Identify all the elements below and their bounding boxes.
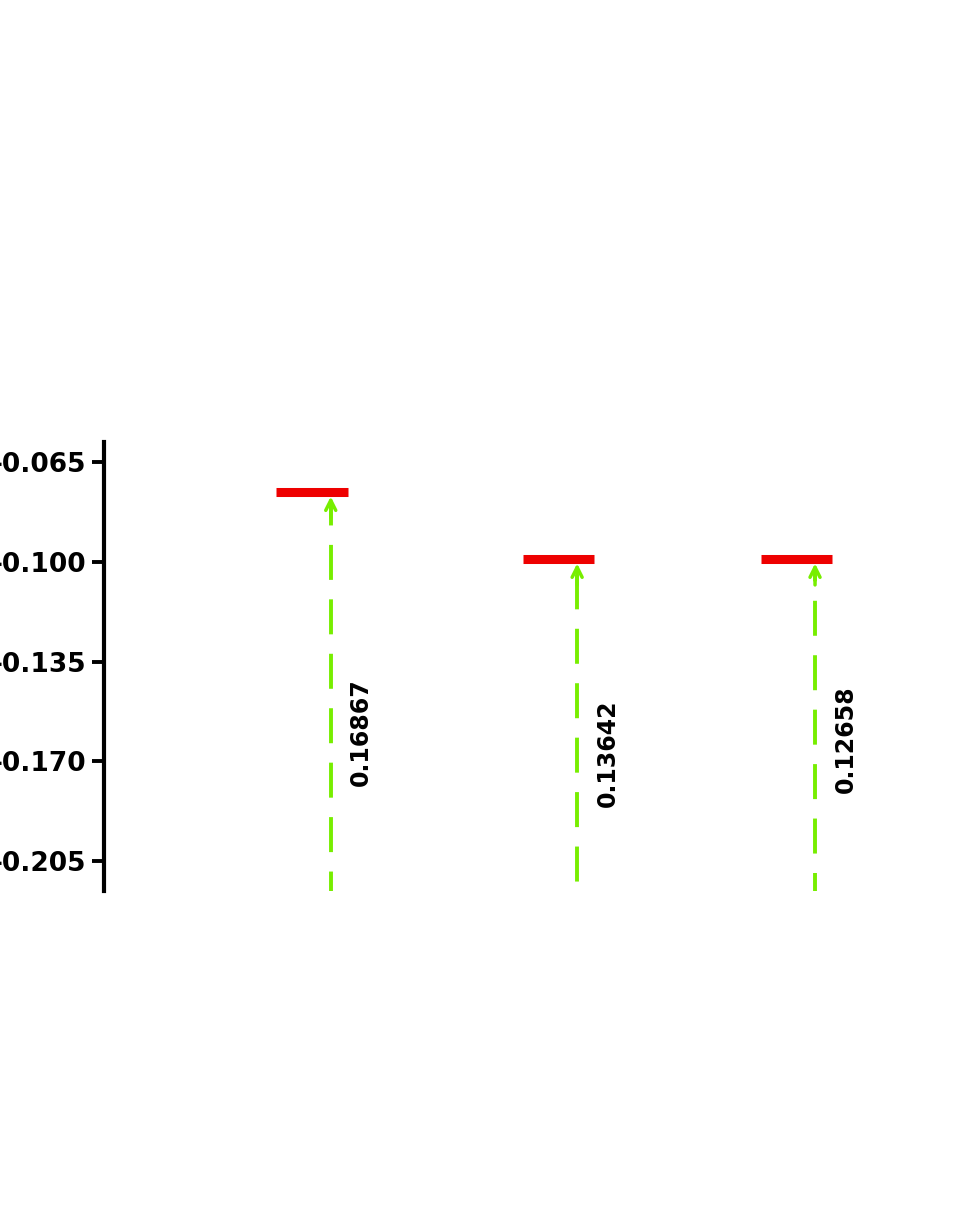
- Text: 0.13642: 0.13642: [596, 699, 619, 807]
- Text: 0.12658: 0.12658: [834, 686, 857, 793]
- Text: 0.16867: 0.16867: [350, 678, 373, 787]
